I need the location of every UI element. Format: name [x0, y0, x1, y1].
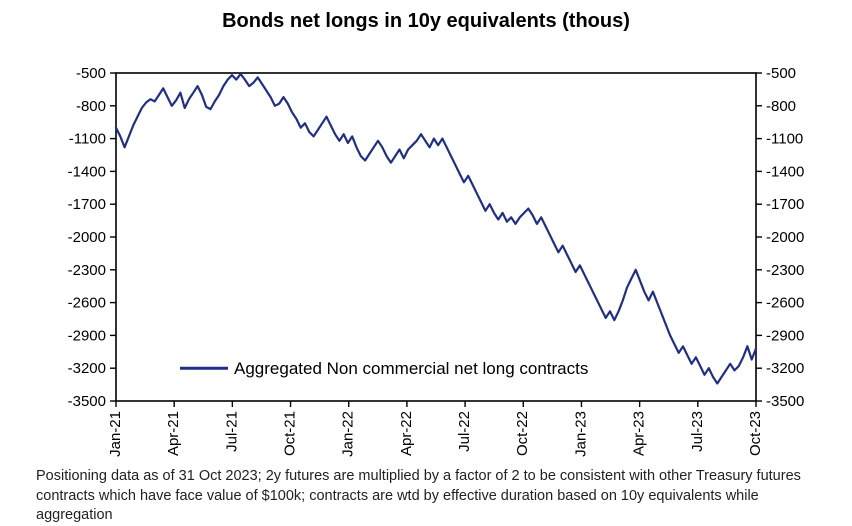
x-tick: Oct-21: [282, 411, 299, 456]
y-tick-left: -2600: [68, 295, 106, 312]
y-tick-left: -2900: [68, 327, 106, 344]
x-tick: Jul-23: [689, 411, 706, 452]
chart-container: Bonds net longs in 10y equivalents (thou…: [0, 0, 852, 510]
line-chart: -500 -500 -800 -800 -1100 -1100 -1400 -1400 -170…: [30, 33, 822, 463]
y-tick-left: -2000: [68, 229, 106, 246]
x-tick: Apr-22: [398, 411, 415, 456]
y-tick-right: -500: [766, 65, 796, 82]
chart-title: Bonds net longs in 10y equivalents (thou…: [30, 10, 822, 33]
y-tick-left: -3200: [68, 360, 106, 377]
y-tick-left: -500: [76, 65, 106, 82]
x-tick: Apr-23: [631, 411, 648, 456]
y-tick-right: -1700: [766, 196, 804, 213]
x-tick: Jul-22: [456, 411, 473, 452]
y-tick-right: -3200: [766, 360, 804, 377]
x-tick: Jan-21: [107, 411, 124, 457]
y-tick-left: -800: [76, 98, 106, 115]
x-tick: Apr-21: [165, 411, 182, 456]
y-tick-right: -2900: [766, 327, 804, 344]
y-tick-right: -1400: [766, 163, 804, 180]
chart-footnote: Positioning data as of 31 Oct 2023; 2y f…: [30, 463, 822, 526]
y-tick-left: -3500: [68, 393, 106, 410]
x-tick: Jul-21: [223, 411, 240, 452]
y-tick-left: -1100: [69, 131, 106, 148]
plot-area: [116, 73, 756, 401]
y-tick-left: -1400: [68, 163, 106, 180]
x-tick: Jan-23: [572, 411, 589, 457]
legend-label: Aggregated Non commercial net long contr…: [234, 359, 588, 378]
y-tick-right: -2600: [766, 295, 804, 312]
y-tick-left: -2300: [68, 262, 106, 279]
y-tick-right: -1100: [766, 131, 803, 148]
y-tick-left: -1700: [68, 196, 106, 213]
y-tick-right: -800: [766, 98, 796, 115]
y-tick-right: -2000: [766, 229, 804, 246]
x-tick: Oct-23: [747, 411, 764, 456]
y-tick-right: -3500: [766, 393, 804, 410]
x-tick: Oct-22: [514, 411, 531, 456]
x-tick: Jan-22: [340, 411, 357, 457]
y-tick-right: -2300: [766, 262, 804, 279]
